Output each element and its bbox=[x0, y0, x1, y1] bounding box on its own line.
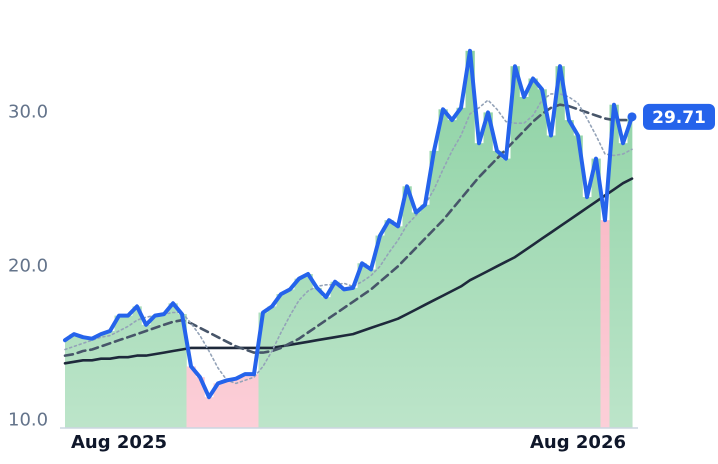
last-point bbox=[627, 112, 637, 122]
y-tick-label: 20.0 bbox=[8, 255, 48, 276]
series-line bbox=[63, 48, 634, 400]
y-tick-label: 10.0 bbox=[8, 409, 48, 430]
series-line bbox=[63, 103, 634, 357]
area-fade bbox=[65, 0, 632, 428]
x-tick-label: Aug 2025 bbox=[71, 432, 167, 453]
y-tick-label: 30.0 bbox=[8, 101, 48, 122]
x-tick-label: Aug 2026 bbox=[530, 432, 626, 453]
price-badge bbox=[643, 103, 715, 130]
price-badge-label: 29.71 bbox=[652, 108, 706, 128]
series-line bbox=[63, 177, 634, 365]
